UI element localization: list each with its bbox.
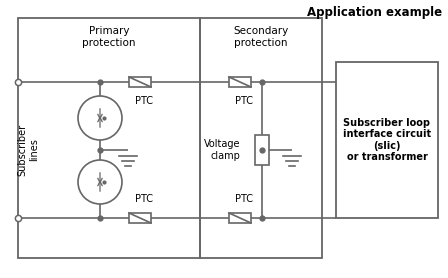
Bar [129, 213, 151, 223]
Text: Voltage
clamp: Voltage clamp [203, 139, 240, 161]
Bar [255, 135, 269, 165]
Text: PTC: PTC [135, 96, 153, 106]
Text: PTC: PTC [235, 194, 253, 204]
Text: Subscriber
lines: Subscriber lines [17, 124, 39, 176]
Circle shape [78, 160, 122, 204]
Text: Application example: Application example [307, 6, 442, 19]
Bar [18, 18, 200, 258]
Bar [229, 77, 251, 87]
Bar [229, 213, 251, 223]
Bar [200, 18, 322, 258]
Bar [336, 62, 438, 218]
Text: PTC: PTC [235, 96, 253, 106]
Bar [129, 77, 151, 87]
Circle shape [78, 96, 122, 140]
Text: Subscriber loop
interface circuit
(slic)
or transformer: Subscriber loop interface circuit (slic)… [343, 118, 431, 162]
Text: Primary
protection: Primary protection [82, 26, 136, 48]
Text: Secondary
protection: Secondary protection [233, 26, 289, 48]
Text: PTC: PTC [135, 194, 153, 204]
